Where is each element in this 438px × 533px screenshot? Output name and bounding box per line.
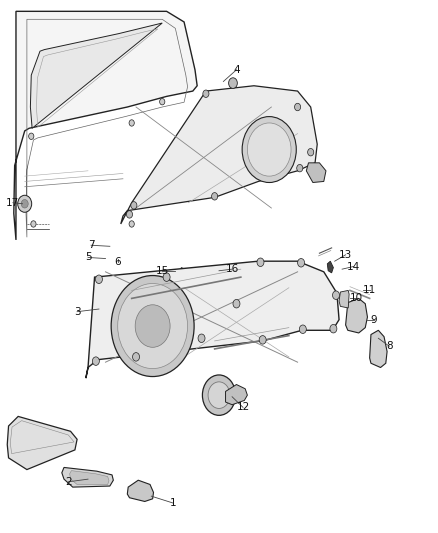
Circle shape [259,336,266,344]
Polygon shape [306,163,326,182]
Text: 4: 4 [233,65,240,75]
Text: 11: 11 [363,286,376,295]
Circle shape [229,78,237,88]
Circle shape [28,133,34,140]
Circle shape [18,195,32,212]
Circle shape [163,273,170,281]
Text: 17: 17 [6,198,20,208]
Circle shape [202,375,236,415]
Polygon shape [346,298,367,333]
Circle shape [208,382,230,408]
Polygon shape [226,384,247,405]
Text: 10: 10 [350,293,363,303]
Text: 8: 8 [386,341,392,351]
Text: 15: 15 [155,266,169,276]
Text: 9: 9 [371,314,377,325]
Text: 13: 13 [339,250,352,260]
Circle shape [118,284,187,368]
Text: 6: 6 [114,257,121,267]
Polygon shape [327,261,333,273]
Text: 2: 2 [65,477,72,487]
Circle shape [95,275,102,284]
Circle shape [31,221,36,227]
Text: 5: 5 [85,253,92,262]
Circle shape [92,357,99,366]
Circle shape [247,123,291,176]
Circle shape [129,120,134,126]
Text: 12: 12 [237,402,250,413]
Polygon shape [127,480,153,502]
Text: 1: 1 [170,498,177,508]
Circle shape [21,199,28,208]
Circle shape [198,334,205,343]
Circle shape [257,258,264,266]
Circle shape [135,305,170,348]
Polygon shape [121,86,317,224]
Circle shape [203,90,209,98]
Polygon shape [7,416,77,470]
Circle shape [307,149,314,156]
Circle shape [159,99,165,105]
Circle shape [330,325,337,333]
Polygon shape [86,261,339,378]
Polygon shape [30,23,162,128]
Polygon shape [370,330,387,368]
Polygon shape [70,471,109,484]
Polygon shape [339,290,349,308]
Circle shape [299,325,306,334]
Circle shape [297,259,304,267]
Circle shape [129,221,134,227]
Circle shape [212,192,218,200]
Text: 3: 3 [74,306,81,317]
Circle shape [242,117,296,182]
Circle shape [297,165,303,172]
Circle shape [131,201,137,209]
Circle shape [294,103,300,111]
Circle shape [111,276,194,376]
Polygon shape [14,11,197,240]
Circle shape [233,300,240,308]
Circle shape [133,353,140,361]
Circle shape [127,211,133,218]
Text: 14: 14 [347,262,360,271]
Text: 16: 16 [226,264,239,274]
Circle shape [332,291,339,300]
Polygon shape [62,467,113,487]
Text: 7: 7 [88,240,94,250]
